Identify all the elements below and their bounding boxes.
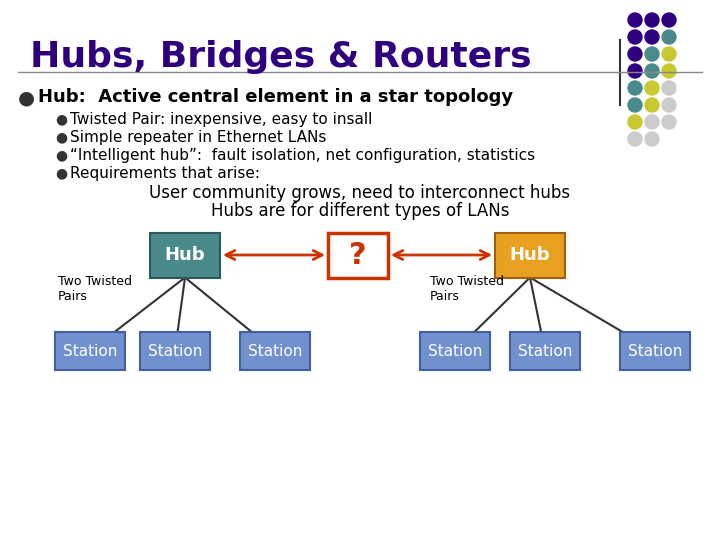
Circle shape bbox=[645, 47, 659, 61]
Circle shape bbox=[662, 64, 676, 78]
FancyBboxPatch shape bbox=[140, 332, 210, 370]
Circle shape bbox=[662, 13, 676, 27]
Text: Station: Station bbox=[628, 343, 682, 359]
Text: “Intelligent hub”:  fault isolation, net configuration, statistics: “Intelligent hub”: fault isolation, net … bbox=[70, 148, 535, 163]
Circle shape bbox=[645, 115, 659, 129]
FancyBboxPatch shape bbox=[150, 233, 220, 278]
Text: Hub:  Active central element in a star topology: Hub: Active central element in a star to… bbox=[38, 88, 513, 106]
Text: User community grows, need to interconnect hubs: User community grows, need to interconne… bbox=[150, 184, 570, 202]
Text: Hub: Hub bbox=[165, 246, 205, 264]
Circle shape bbox=[662, 30, 676, 44]
FancyBboxPatch shape bbox=[510, 332, 580, 370]
Text: ●: ● bbox=[18, 88, 35, 107]
FancyBboxPatch shape bbox=[328, 233, 388, 278]
Text: Hubs are for different types of LANs: Hubs are for different types of LANs bbox=[211, 202, 509, 220]
Circle shape bbox=[662, 47, 676, 61]
Circle shape bbox=[662, 115, 676, 129]
FancyBboxPatch shape bbox=[55, 332, 125, 370]
Circle shape bbox=[628, 13, 642, 27]
FancyBboxPatch shape bbox=[420, 332, 490, 370]
Text: Simple repeater in Ethernet LANs: Simple repeater in Ethernet LANs bbox=[70, 130, 326, 145]
Text: Hubs, Bridges & Routers: Hubs, Bridges & Routers bbox=[30, 40, 531, 74]
Circle shape bbox=[645, 132, 659, 146]
Circle shape bbox=[628, 132, 642, 146]
Circle shape bbox=[662, 81, 676, 95]
Text: Station: Station bbox=[248, 343, 302, 359]
Text: Station: Station bbox=[63, 343, 117, 359]
Text: Requirements that arise:: Requirements that arise: bbox=[70, 166, 260, 181]
FancyBboxPatch shape bbox=[495, 233, 565, 278]
FancyBboxPatch shape bbox=[240, 332, 310, 370]
Text: ●: ● bbox=[55, 130, 67, 144]
Text: ●: ● bbox=[55, 148, 67, 162]
Text: Station: Station bbox=[428, 343, 482, 359]
Text: Twisted Pair: inexpensive, easy to insall: Twisted Pair: inexpensive, easy to insal… bbox=[70, 112, 372, 127]
FancyBboxPatch shape bbox=[620, 332, 690, 370]
Circle shape bbox=[662, 98, 676, 112]
Circle shape bbox=[645, 81, 659, 95]
Text: Two Twisted
Pairs: Two Twisted Pairs bbox=[58, 275, 132, 303]
Circle shape bbox=[628, 115, 642, 129]
Text: Station: Station bbox=[518, 343, 572, 359]
Text: Hub: Hub bbox=[510, 246, 550, 264]
Circle shape bbox=[645, 30, 659, 44]
Circle shape bbox=[645, 98, 659, 112]
Circle shape bbox=[628, 30, 642, 44]
Text: Station: Station bbox=[148, 343, 202, 359]
Circle shape bbox=[628, 47, 642, 61]
Text: ●: ● bbox=[55, 112, 67, 126]
Circle shape bbox=[628, 98, 642, 112]
Text: Two Twisted
Pairs: Two Twisted Pairs bbox=[430, 275, 504, 303]
Text: ?: ? bbox=[349, 240, 366, 269]
Circle shape bbox=[645, 64, 659, 78]
Circle shape bbox=[628, 81, 642, 95]
Circle shape bbox=[645, 13, 659, 27]
Circle shape bbox=[628, 64, 642, 78]
Text: ●: ● bbox=[55, 166, 67, 180]
